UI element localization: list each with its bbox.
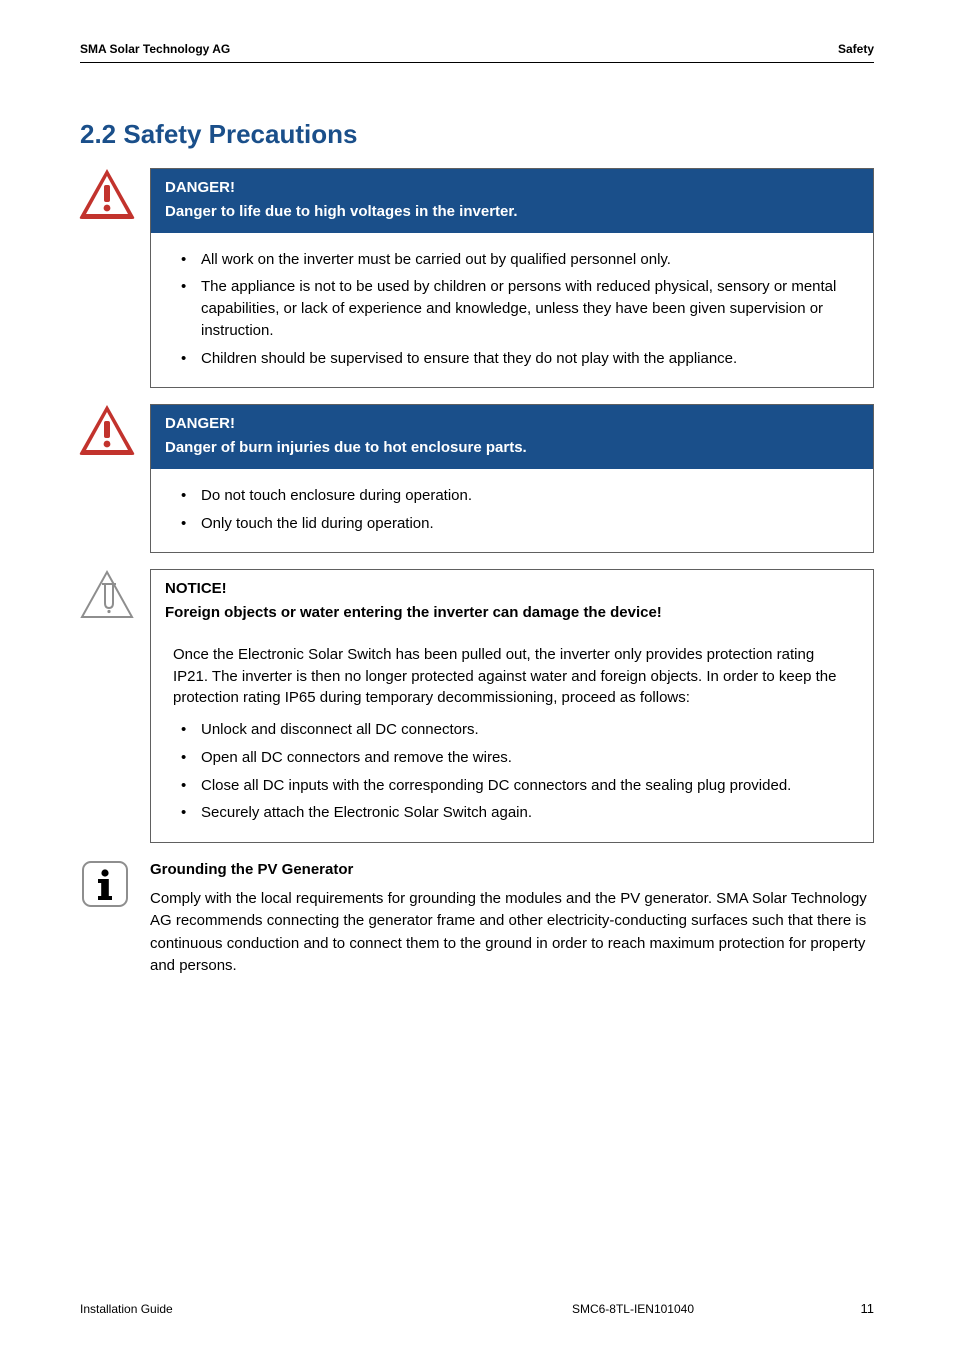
header-rule xyxy=(80,62,874,63)
list-item: Children should be supervised to ensure … xyxy=(173,348,853,370)
danger-2-label: DANGER! xyxy=(165,413,527,435)
footer-left: Installation Guide xyxy=(80,1302,173,1316)
alert-triangle-icon xyxy=(77,167,137,226)
danger-box-1-body: All work on the inverter must be carried… xyxy=(151,233,873,388)
danger-1-title: Danger to life due to high voltages in t… xyxy=(165,201,518,223)
header-left: SMA Solar Technology AG xyxy=(80,42,230,56)
danger-box-2-header: DANGER! Danger of burn injuries due to h… xyxy=(151,405,873,469)
danger-box-2: DANGER! Danger of burn injuries due to h… xyxy=(150,404,874,553)
danger-box-2-body: Do not touch enclosure during operation.… xyxy=(151,469,873,553)
notice-box: NOTICE! Foreign objects or water enterin… xyxy=(150,569,874,843)
danger-box-1: DANGER! Danger to life due to high volta… xyxy=(150,168,874,388)
info-icon xyxy=(80,859,150,914)
list-item: Only touch the lid during operation. xyxy=(173,513,853,535)
list-item: Do not touch enclosure during operation. xyxy=(173,485,853,507)
list-item: Securely attach the Electronic Solar Swi… xyxy=(173,802,853,824)
section-title: 2.2 Safety Precautions xyxy=(80,119,874,150)
list-item: Unlock and disconnect all DC connectors. xyxy=(173,719,853,741)
page-header: SMA Solar Technology AG Safety xyxy=(80,42,874,56)
info-body: Comply with the local requirements for g… xyxy=(150,888,874,978)
page-footer: Installation Guide SMC6-8TL-IEN101040 11 xyxy=(80,1301,874,1316)
header-right: Safety xyxy=(838,42,874,56)
list-item: Close all DC inputs with the correspondi… xyxy=(173,775,853,797)
danger-2-title: Danger of burn injuries due to hot enclo… xyxy=(165,437,527,459)
danger-1-label: DANGER! xyxy=(165,177,518,199)
list-item: The appliance is not to be used by child… xyxy=(173,276,853,341)
list-item: All work on the inverter must be carried… xyxy=(173,249,853,271)
footer-mid: SMC6-8TL-IEN101040 xyxy=(173,1302,814,1316)
notice-triangle-icon xyxy=(77,568,137,627)
list-item: Open all DC connectors and remove the wi… xyxy=(173,747,853,769)
notice-box-body: Once the Electronic Solar Switch has bee… xyxy=(151,634,873,842)
notice-label: NOTICE! xyxy=(165,578,662,600)
notice-paragraph: Once the Electronic Solar Switch has bee… xyxy=(173,644,853,709)
alert-triangle-icon xyxy=(77,403,137,462)
notice-box-header: NOTICE! Foreign objects or water enterin… xyxy=(151,570,873,634)
danger-box-1-header: DANGER! Danger to life due to high volta… xyxy=(151,169,873,233)
info-block: Grounding the PV Generator Comply with t… xyxy=(80,859,874,978)
info-title: Grounding the PV Generator xyxy=(150,859,874,882)
footer-page: 11 xyxy=(814,1301,874,1316)
notice-title: Foreign objects or water entering the in… xyxy=(165,602,662,624)
